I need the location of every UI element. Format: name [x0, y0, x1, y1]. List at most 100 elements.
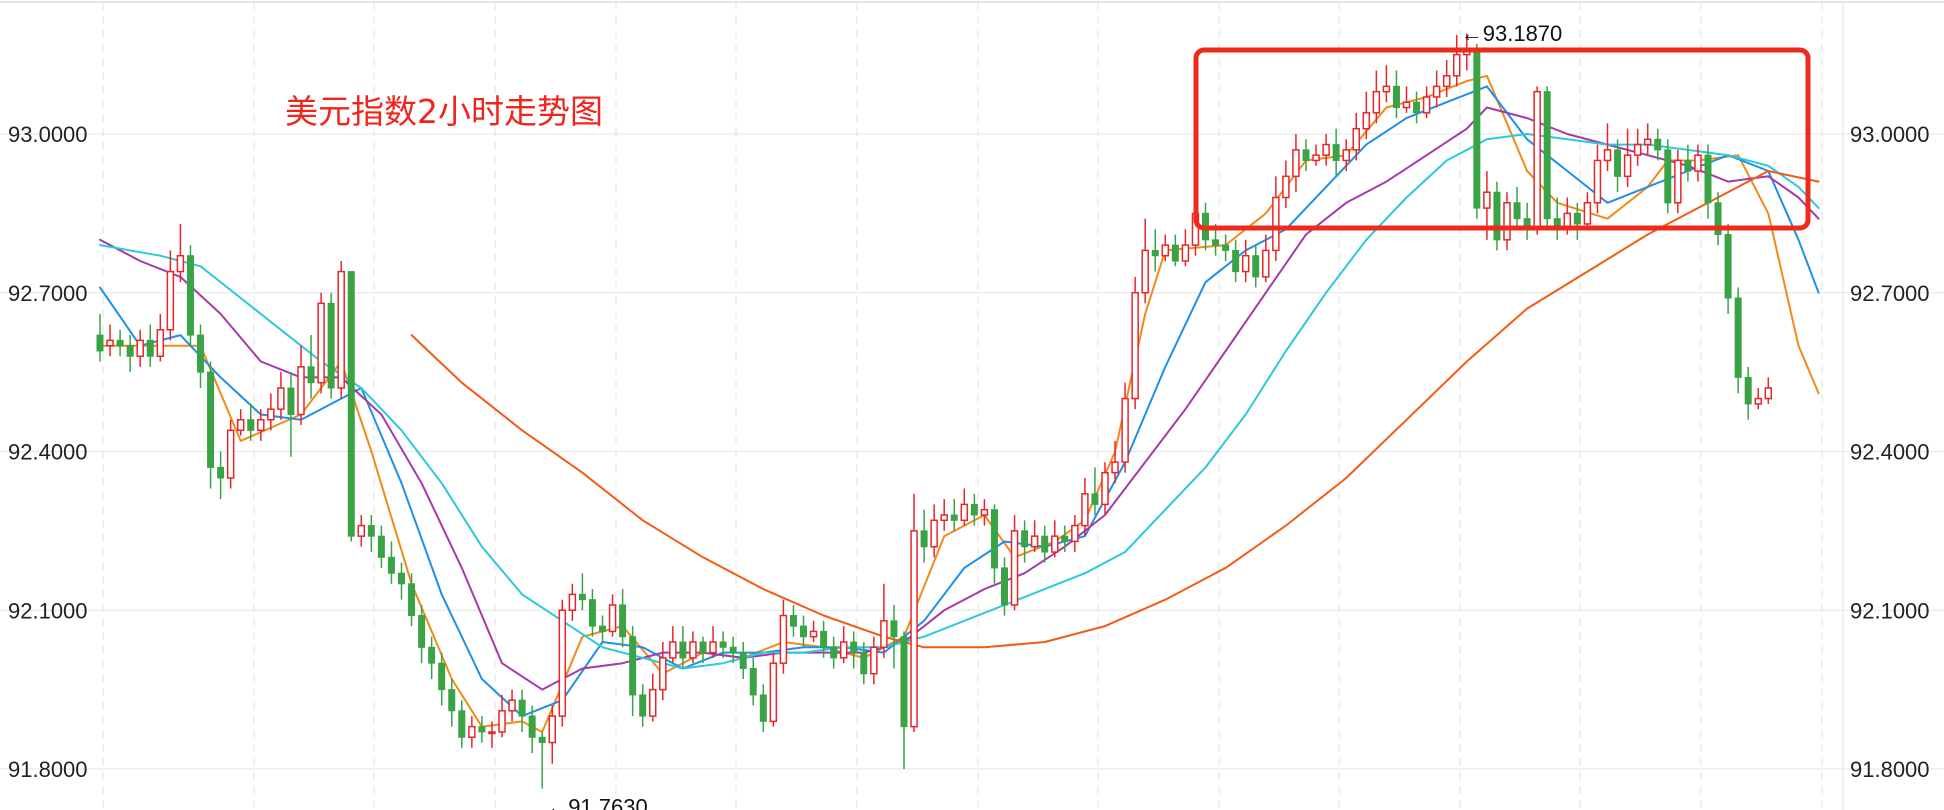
- candlestick: [1091, 467, 1099, 515]
- candlestick: [578, 573, 586, 611]
- candlestick: [1131, 276, 1139, 410]
- candlestick: [1171, 234, 1179, 267]
- candle-body: [1372, 90, 1381, 114]
- candle-body: [1061, 535, 1069, 542]
- candlestick: [1473, 44, 1481, 219]
- candlestick: [739, 642, 747, 680]
- candle-body: [1111, 461, 1119, 474]
- candle-body: [136, 339, 144, 357]
- candlestick: [1232, 239, 1240, 283]
- candle-body: [217, 466, 225, 479]
- candle-body: [1151, 249, 1159, 257]
- candle-body: [1583, 202, 1592, 225]
- candlestick: [1101, 462, 1109, 515]
- candlestick: [226, 419, 235, 489]
- candlestick: [1222, 234, 1230, 261]
- candlestick: [1081, 477, 1089, 537]
- candlestick: [649, 673, 657, 722]
- candlestick: [468, 716, 476, 748]
- candlestick: [1252, 245, 1260, 288]
- candlestick: [548, 705, 556, 764]
- candlestick: [1121, 382, 1129, 473]
- chart-title: 美元指数2小时走势图: [285, 92, 603, 131]
- candlestick: [1684, 144, 1692, 182]
- candle-body: [1091, 493, 1099, 505]
- candlestick: [1603, 123, 1612, 172]
- candle-body: [1302, 149, 1310, 161]
- candle-body: [146, 339, 154, 357]
- candlestick: [408, 573, 416, 627]
- candle-body: [940, 514, 948, 522]
- candle-body: [1402, 101, 1411, 109]
- candlestick: [1352, 112, 1360, 161]
- candlestick: [1523, 202, 1531, 240]
- candlestick: [1664, 139, 1672, 214]
- moving-average-line: [99, 74, 1820, 733]
- candlestick: [1061, 525, 1069, 553]
- candlestick: [1332, 128, 1340, 177]
- candlestick: [217, 451, 225, 500]
- candlestick: [1030, 520, 1039, 553]
- candle-body: [1051, 535, 1059, 553]
- candlestick: [166, 250, 175, 341]
- candle-body: [1322, 143, 1330, 156]
- candle-body: [779, 614, 788, 664]
- candle-body: [950, 514, 958, 521]
- candle-body: [1754, 397, 1762, 405]
- candlestick: [1372, 70, 1381, 124]
- candle-body: [1241, 254, 1250, 273]
- candlestick: [236, 409, 245, 436]
- candlestick: [588, 589, 596, 637]
- candlestick: [980, 499, 989, 526]
- highlight-box: [1193, 47, 1811, 231]
- candle-body: [1483, 191, 1491, 209]
- candle-body: [347, 271, 355, 537]
- candlestick: [960, 488, 969, 526]
- candlestick: [478, 716, 486, 743]
- candle-body: [1694, 154, 1702, 172]
- candlestick: [1633, 128, 1642, 166]
- candle-body: [387, 556, 395, 574]
- candlestick: [1623, 128, 1632, 187]
- candle-body: [236, 419, 245, 432]
- candle-body: [789, 615, 797, 627]
- candle-body: [287, 387, 295, 415]
- candlestick: [558, 599, 567, 727]
- y-tick-label-left: 92.4000: [8, 440, 88, 465]
- candle-body: [910, 530, 918, 728]
- candle-body: [1312, 154, 1320, 162]
- candlestick: [498, 694, 506, 738]
- candlestick: [1071, 515, 1079, 553]
- y-tick-label-right: 92.7000: [1850, 281, 1930, 306]
- candle-body: [538, 736, 546, 744]
- candlestick: [1241, 239, 1250, 283]
- candlestick: [850, 631, 858, 669]
- moving-average-layer: [99, 74, 1820, 733]
- candlestick: [136, 329, 144, 367]
- candle-body: [578, 593, 586, 601]
- candle-body: [1342, 149, 1350, 162]
- candle-body: [1453, 53, 1461, 77]
- candle-body: [438, 662, 446, 691]
- candlestick: [990, 504, 998, 584]
- candlestick: [910, 493, 918, 732]
- candle-body: [729, 646, 737, 654]
- candlestick: [1724, 223, 1732, 314]
- candlestick: [709, 626, 717, 658]
- candle-body: [247, 419, 255, 431]
- candle-body: [1513, 202, 1521, 220]
- candlestick: [1493, 181, 1501, 251]
- candle-body: [1292, 149, 1300, 178]
- candle-body: [1704, 154, 1712, 204]
- candle-body: [1332, 144, 1340, 161]
- candlestick: [126, 335, 134, 373]
- candlestick: [1342, 139, 1350, 172]
- candlestick: [1312, 144, 1320, 166]
- candlestick: [1413, 91, 1421, 124]
- candlestick: [448, 679, 456, 727]
- candle-body: [1714, 202, 1722, 236]
- candlestick: [880, 583, 888, 658]
- candle-body: [277, 387, 285, 410]
- moving-average-line: [99, 106, 1820, 691]
- candlestick: [930, 504, 938, 558]
